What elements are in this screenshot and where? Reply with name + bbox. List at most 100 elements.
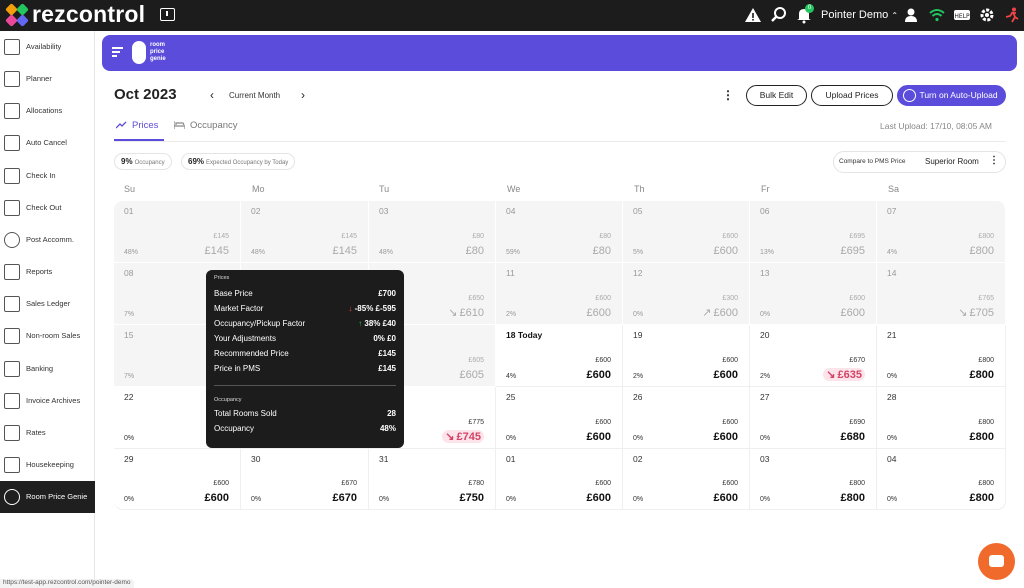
calendar-day-cell[interactable]: 27 0% £690 £680 [750, 387, 877, 449]
calendar-day-cell[interactable]: 06 13% £695 £695 [750, 201, 877, 263]
auto-upload-button[interactable]: Turn on Auto-Upload [897, 85, 1006, 106]
calendar-day-cell[interactable]: 07 4% £800 £800 [877, 201, 1006, 263]
calendar-day-cell[interactable]: 19 2% £600 £600 [623, 325, 750, 387]
calendar-day-cell[interactable]: 01 0% £600 £600 [496, 449, 623, 510]
day-number: 08 [124, 268, 134, 278]
sidebar-item-invoice-archives[interactable]: Invoice Archives [0, 385, 95, 417]
pms-price: £80 [599, 233, 611, 240]
tab-prices-label: Prices [132, 120, 159, 131]
day-number: 06 [760, 206, 770, 216]
sidebar-item-planner[interactable]: Planner [0, 63, 95, 95]
trend-down-icon: ↘ [445, 431, 455, 443]
calendar-day-cell[interactable]: 12 0% £300 ↗ £600 [623, 263, 750, 325]
calendar-day-cell[interactable]: 29 0% £600 £600 [114, 449, 241, 510]
day-number: 01 [124, 206, 134, 216]
calendar-day-cell[interactable]: 21 0% £800 £800 [877, 325, 1006, 387]
pms-price: £600 [722, 357, 738, 364]
calendar-day-cell[interactable]: 28 0% £800 £800 [877, 387, 1006, 449]
pms-price: £695 [849, 233, 865, 240]
room-options-icon[interactable]: ⋮ [989, 155, 999, 166]
recommended-price: £600 [713, 492, 738, 504]
calendar-day-cell[interactable]: 01 48% £145 £145 [114, 201, 241, 263]
calendar-day-cell[interactable]: 30 0% £670 £670 [241, 449, 369, 510]
sidebar-item-availability[interactable]: Availability [0, 31, 95, 63]
sidebar-item-sales-ledger[interactable]: Sales Ledger [0, 288, 95, 320]
sidebar-item-label: Allocations [26, 106, 63, 115]
pms-price: £800 [978, 419, 994, 426]
recommended-price: £680 [840, 431, 865, 443]
day-occupancy: 48% [251, 249, 266, 256]
calendar-day-cell[interactable]: 14 £765 ↘ £705 [877, 263, 1006, 325]
svg-text:HELP: HELP [954, 13, 970, 20]
pms-price: £600 [595, 480, 611, 487]
sidebar-item-auto-cancel[interactable]: Auto Cancel [0, 127, 95, 159]
day-number: 02 [633, 454, 643, 464]
tab-occupancy[interactable]: Occupancy [174, 120, 238, 131]
day-number: 31 [379, 454, 389, 464]
compare-toggle[interactable]: Compare to PMS Price [839, 158, 906, 165]
trend-icon [116, 121, 127, 129]
search-icon[interactable] [770, 6, 788, 24]
help-icon[interactable]: HELP [953, 6, 971, 24]
bulk-edit-button[interactable]: Bulk Edit [746, 85, 807, 106]
tab-prices[interactable]: Prices [116, 120, 158, 131]
warning-icon[interactable] [744, 6, 762, 24]
calendar-day-cell[interactable]: 02 0% £600 £600 [623, 449, 750, 510]
current-month-button[interactable]: Current Month [229, 91, 281, 100]
sidebar-item-label: Planner [26, 74, 52, 83]
sidebar-item-check-out[interactable]: Check Out [0, 192, 95, 224]
user-icon[interactable] [902, 6, 920, 24]
calendar-day-cell[interactable]: 04 0% £800 £800 [877, 449, 1006, 510]
room-type-select[interactable]: Superior Room [925, 157, 979, 166]
message-icon[interactable] [160, 8, 175, 21]
chevron-left-icon[interactable]: ‹ [210, 88, 214, 102]
calendar-day-cell[interactable]: 13 0% £600 £600 [750, 263, 877, 325]
expected-occupancy-value: 69% [188, 157, 205, 166]
arrow-down-icon: ↓ [348, 304, 353, 313]
sidebar-item-banking[interactable]: Banking [0, 353, 95, 385]
menu-icon[interactable] [112, 47, 123, 57]
sidebar-item-allocations[interactable]: Allocations [0, 95, 95, 127]
weekday-header: Su [124, 184, 136, 194]
chevron-right-icon[interactable]: › [301, 88, 305, 102]
calendar-day-cell[interactable]: 25 0% £600 £600 [496, 387, 623, 449]
sidebar-item-check-in[interactable]: Check In [0, 160, 95, 192]
trend-down-icon: ↘ [958, 307, 968, 319]
recommended-price: £750 [459, 492, 484, 504]
sidebar-item-label: Banking [26, 364, 54, 373]
weekday-header: Sa [888, 184, 900, 194]
chat-support-button[interactable] [978, 543, 1015, 580]
more-options-icon[interactable]: ⋮ [722, 88, 734, 102]
sidebar-item-post-accomm[interactable]: Post Accomm. [0, 224, 95, 256]
calendar-day-cell[interactable]: 31 0% £780 £750 [369, 449, 496, 510]
day-number: 26 [633, 392, 643, 402]
sidebar-item-rates[interactable]: Rates [0, 417, 95, 449]
pms-price: £670 [849, 357, 865, 364]
rezcontrol-logo-icon [5, 3, 29, 27]
calendar-day-cell[interactable]: 20 2% £670 ↘ £635 [750, 325, 877, 387]
tooltip-row-occupancy-factor: Occupancy/Pickup Factor ↑ 38% £40 [214, 319, 396, 328]
calendar-day-cell[interactable]: 04 59% £80 £80 [496, 201, 623, 263]
calendar-day-cell[interactable]: 18 Today 4% £600 £600 [496, 325, 623, 387]
wifi-icon[interactable] [928, 6, 946, 24]
day-occupancy: 0% [506, 496, 517, 503]
logout-icon[interactable] [1003, 6, 1021, 24]
sidebar-item-room-price-genie[interactable]: Room Price Genie [0, 481, 95, 513]
user-menu[interactable]: Pointer Demo ⌃ [821, 9, 898, 21]
upload-prices-button[interactable]: Upload Prices [811, 85, 893, 106]
sidebar-item-reports[interactable]: Reports [0, 256, 95, 288]
calendar-day-cell[interactable]: 02 48% £145 £145 [241, 201, 369, 263]
calendar-day-cell[interactable]: 11 2% £600 £600 [496, 263, 623, 325]
calendar-day-cell[interactable]: 03 48% £80 £80 [369, 201, 496, 263]
calendar-day-cell[interactable]: 05 5% £600 £600 [623, 201, 750, 263]
sidebar-item-non-room-sales[interactable]: Non-room Sales [0, 320, 95, 352]
price-tooltip: Prices Base Price £700 Market Factor ↓ -85… [206, 270, 404, 448]
gear-icon[interactable] [978, 6, 996, 24]
sidebar-item-housekeeping[interactable]: Housekeeping [0, 449, 95, 481]
notification-badge: 0 [805, 4, 814, 13]
allocations-icon [4, 103, 20, 119]
weekday-header: Th [634, 184, 645, 194]
calendar-day-cell[interactable]: 26 0% £600 £600 [623, 387, 750, 449]
reports-icon [4, 264, 20, 280]
calendar-day-cell[interactable]: 03 0% £800 £800 [750, 449, 877, 510]
